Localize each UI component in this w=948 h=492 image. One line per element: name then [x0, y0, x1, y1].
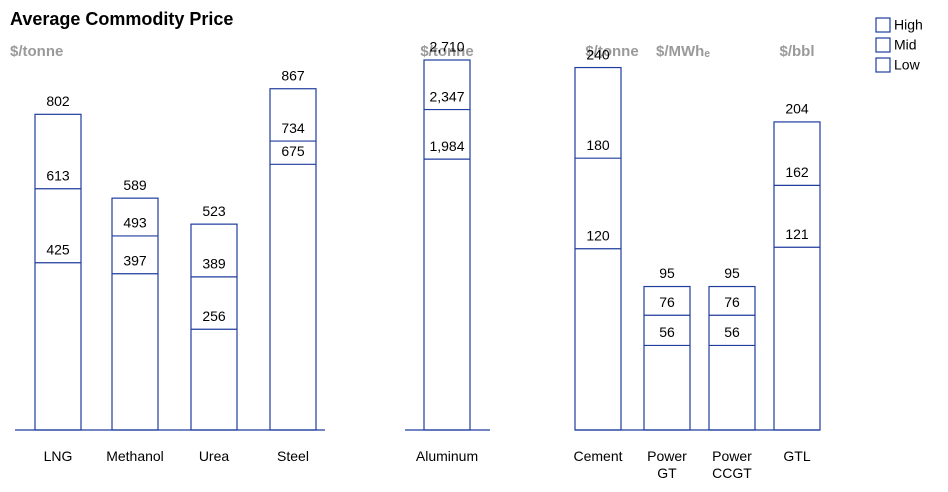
- legend-swatch: [875, 17, 891, 33]
- legend-label: Mid: [894, 37, 917, 53]
- x-tick-label: Urea: [198, 448, 230, 464]
- chart-title: Average Commodity Price: [10, 9, 233, 29]
- legend-label: High: [894, 17, 923, 33]
- x-tick-label: Methanol: [106, 448, 164, 464]
- value-label: 675: [281, 143, 305, 159]
- value-label: 76: [724, 294, 740, 310]
- value-label: 240: [586, 46, 610, 62]
- value-label: 1,984: [429, 138, 464, 154]
- legend-swatch: [875, 37, 891, 53]
- x-tick-label: Steel: [277, 448, 309, 464]
- value-label: 162: [785, 164, 809, 180]
- bar: [423, 59, 471, 431]
- bar: [773, 121, 821, 431]
- x-tick-label: GTL: [783, 448, 811, 464]
- value-label: 802: [46, 93, 70, 109]
- value-label: 397: [123, 252, 147, 268]
- value-label: 2,347: [429, 88, 464, 104]
- unit-label: $/tonne: [420, 43, 473, 60]
- value-label: 95: [724, 265, 740, 281]
- x-tick-label: Power GT: [647, 448, 687, 481]
- value-label: 389: [202, 256, 226, 272]
- bar: [190, 223, 238, 431]
- value-label: 613: [46, 167, 70, 183]
- value-label: 734: [281, 120, 305, 136]
- unit-label: $/tonne: [585, 43, 638, 60]
- x-tick-label: LNG: [43, 448, 73, 464]
- x-tick-label: Cement: [573, 448, 623, 464]
- legend-swatch: [875, 57, 891, 73]
- value-label: 425: [46, 241, 70, 257]
- value-label: 56: [724, 324, 740, 340]
- value-label: 121: [785, 226, 809, 242]
- value-label: 120: [586, 227, 610, 243]
- value-label: 493: [123, 215, 147, 231]
- bar: [269, 88, 317, 431]
- bar: [111, 197, 159, 431]
- unit-label: $/tonne: [10, 43, 63, 60]
- value-label: 256: [202, 308, 226, 324]
- x-tick-label: Power CCGT: [712, 448, 752, 481]
- value-label: 204: [785, 101, 809, 117]
- unit-label: $/MWhₑ: [656, 43, 710, 60]
- legend-label: Low: [894, 57, 921, 73]
- bar: [34, 113, 82, 431]
- value-label: 523: [202, 203, 226, 219]
- value-label: 2,710: [429, 39, 464, 55]
- unit-label: $/bbl: [779, 43, 814, 60]
- value-label: 589: [123, 177, 147, 193]
- value-label: 76: [659, 294, 675, 310]
- value-label: 867: [281, 67, 305, 83]
- x-tick-label: Aluminum: [415, 448, 479, 464]
- value-label: 95: [659, 265, 675, 281]
- value-label: 56: [659, 324, 675, 340]
- value-label: 180: [586, 137, 610, 153]
